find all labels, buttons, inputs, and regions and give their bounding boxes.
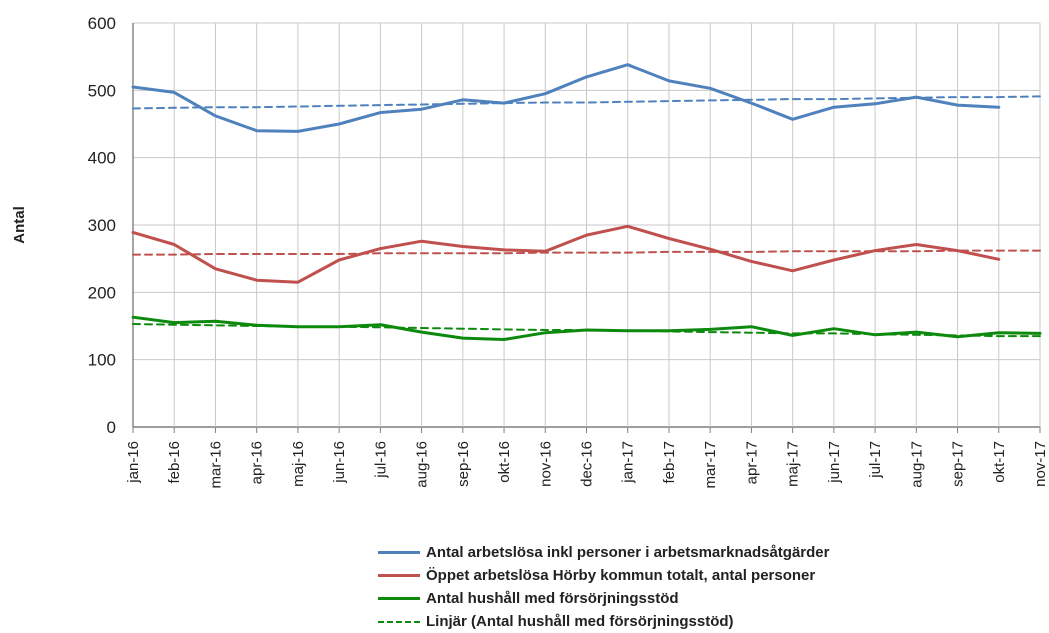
y-axis-title: Antal bbox=[11, 206, 28, 244]
x-tick-label: sep-17 bbox=[950, 441, 967, 487]
x-tick-label: aug-17 bbox=[908, 441, 925, 488]
x-tick-label: mar-17 bbox=[702, 441, 719, 489]
series-line bbox=[131, 224, 1001, 284]
y-tick-label: 0 bbox=[107, 418, 116, 437]
x-tick-label: dec-16 bbox=[579, 441, 596, 487]
x-tick-label: mar-16 bbox=[207, 441, 224, 489]
legend-label: Antal hushåll med försörjningsstöd bbox=[426, 590, 679, 607]
legend-swatch bbox=[378, 597, 420, 600]
trend-line bbox=[132, 249, 1041, 256]
x-tick-label: apr-17 bbox=[743, 441, 760, 484]
y-tick-label: 500 bbox=[88, 81, 116, 100]
x-tick-label: maj-17 bbox=[785, 441, 802, 487]
x-tick-label: jun-17 bbox=[826, 441, 843, 484]
legend-item: Öppet arbetslösa Hörby kommun totalt, an… bbox=[378, 564, 829, 587]
x-tick-label: jan-17 bbox=[620, 441, 637, 484]
x-tick-label: feb-16 bbox=[166, 441, 183, 484]
x-tick-label: okt-17 bbox=[991, 441, 1008, 483]
x-axis-ticks: jan-16 feb-16 mar-16 apr-16 maj-16 jun-16 jul-… bbox=[125, 441, 1049, 489]
y-tick-label: 400 bbox=[88, 149, 116, 168]
series-layer bbox=[131, 63, 1042, 341]
x-tick-label: jan-16 bbox=[125, 441, 142, 484]
legend-swatch bbox=[378, 574, 420, 577]
x-tick-label: okt-16 bbox=[496, 441, 513, 483]
x-tick-label: sep-16 bbox=[455, 441, 472, 487]
x-tick-label: feb-17 bbox=[661, 441, 678, 484]
x-tick-label: nov-16 bbox=[537, 441, 554, 487]
x-tick-label: apr-16 bbox=[249, 441, 266, 484]
y-axis-ticks: 0 100 200 300 400 500 600 bbox=[88, 14, 116, 437]
x-tick-label: maj-16 bbox=[290, 441, 307, 487]
y-tick-label: 600 bbox=[88, 14, 116, 33]
x-tick-label: jul-16 bbox=[372, 441, 389, 479]
legend-label: Öppet arbetslösa Hörby kommun totalt, an… bbox=[426, 567, 816, 584]
trend-line bbox=[132, 95, 1041, 110]
x-tick-label: jun-16 bbox=[331, 441, 348, 484]
legend-swatch bbox=[378, 551, 420, 554]
y-tick-label: 100 bbox=[88, 351, 116, 370]
legend-label: Antal arbetslösa inkl personer i arbetsm… bbox=[426, 544, 830, 561]
line-chart: 0 100 200 300 400 500 600 jan-16 feb-16 mar-16 ap… bbox=[11, 14, 1049, 489]
x-tick-label: nov-17 bbox=[1032, 441, 1049, 487]
legend-item: Antal hushåll med försörjningsstöd bbox=[378, 587, 829, 610]
grid bbox=[132, 22, 1041, 433]
trend-line bbox=[132, 323, 1041, 338]
legend: Antal arbetslösa inkl personer i arbetsm… bbox=[378, 541, 829, 633]
x-tick-label: jul-17 bbox=[867, 441, 884, 479]
y-tick-label: 300 bbox=[88, 216, 116, 235]
x-tick-label: aug-16 bbox=[414, 441, 431, 488]
y-tick-label: 200 bbox=[88, 283, 116, 302]
series-line bbox=[131, 63, 1001, 133]
legend-item: Antal arbetslösa inkl personer i arbetsm… bbox=[378, 541, 829, 564]
